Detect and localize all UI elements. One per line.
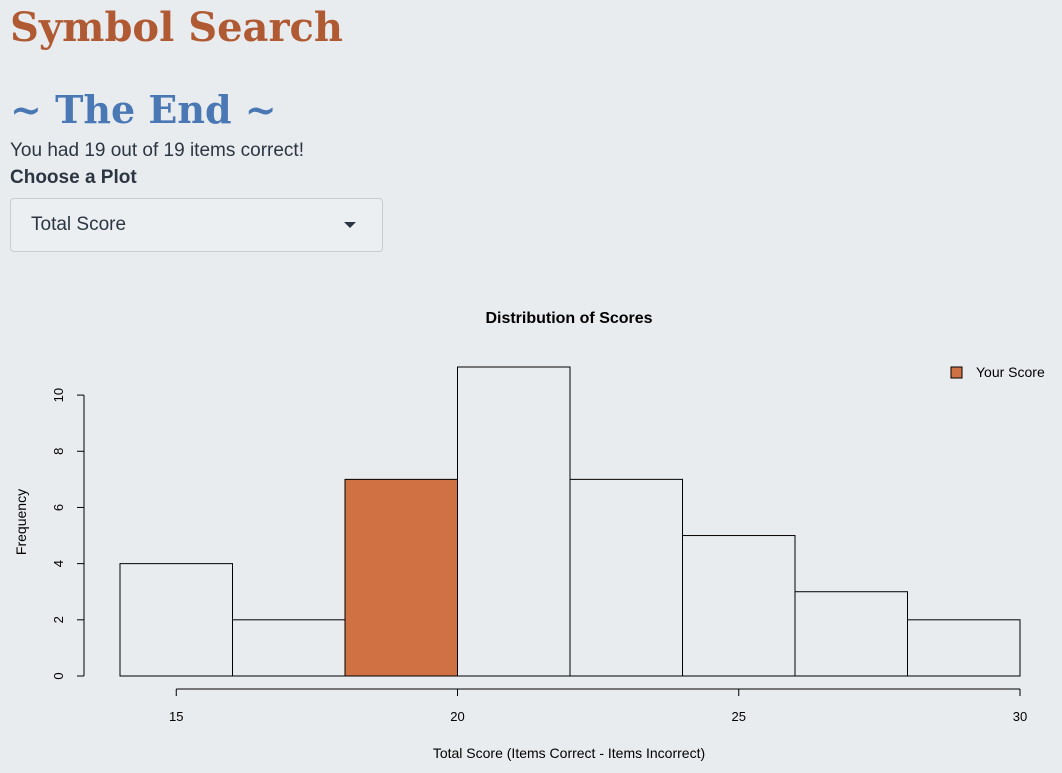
x-tick-label: 25 bbox=[732, 709, 746, 724]
histogram-bar bbox=[119, 563, 233, 677]
histogram-bar bbox=[569, 478, 683, 677]
y-tick-label: 6 bbox=[51, 504, 66, 511]
bars-group bbox=[119, 366, 1021, 677]
y-tick-label: 2 bbox=[51, 616, 66, 623]
chevron-down-icon bbox=[344, 222, 356, 228]
legend: Your Score bbox=[950, 364, 1045, 380]
plot-select-label: Choose a Plot bbox=[10, 167, 137, 188]
histogram-bar bbox=[682, 535, 796, 677]
y-tick-label: 8 bbox=[51, 448, 66, 455]
y-tick-label: 0 bbox=[51, 672, 66, 679]
chart-title: Distribution of Scores bbox=[485, 310, 652, 327]
histogram-chart: Distribution of Scores Total Score (Item… bbox=[13, 310, 1045, 761]
histogram-bar bbox=[457, 366, 571, 677]
y-axis: 0 2 4 6 8 10 bbox=[51, 388, 85, 680]
y-tick-label: 10 bbox=[51, 388, 66, 402]
x-tick-label: 30 bbox=[1013, 709, 1027, 724]
histogram-bar bbox=[907, 619, 1021, 677]
y-tick-label: 4 bbox=[51, 560, 66, 567]
score-summary: You had 19 out of 19 items correct! bbox=[10, 140, 304, 161]
x-tick-label: 20 bbox=[450, 709, 464, 724]
end-heading: ~ The End ~ bbox=[10, 87, 277, 132]
x-axis-label: Total Score (Items Correct - Items Incor… bbox=[433, 745, 705, 761]
legend-swatch bbox=[950, 366, 963, 379]
histogram-bar bbox=[232, 619, 346, 677]
plot-select-dropdown[interactable]: Total Score bbox=[10, 198, 383, 252]
histogram-bar-your-score bbox=[344, 478, 458, 677]
x-tick-label: 15 bbox=[169, 709, 183, 724]
plot-select-value: Total Score bbox=[31, 214, 127, 235]
x-axis: 15 20 25 30 bbox=[169, 688, 1027, 724]
app-title: Symbol Search bbox=[10, 4, 343, 51]
histogram-bar bbox=[794, 591, 908, 677]
legend-label: Your Score bbox=[976, 364, 1045, 380]
y-axis-label: Frequency bbox=[13, 489, 29, 555]
